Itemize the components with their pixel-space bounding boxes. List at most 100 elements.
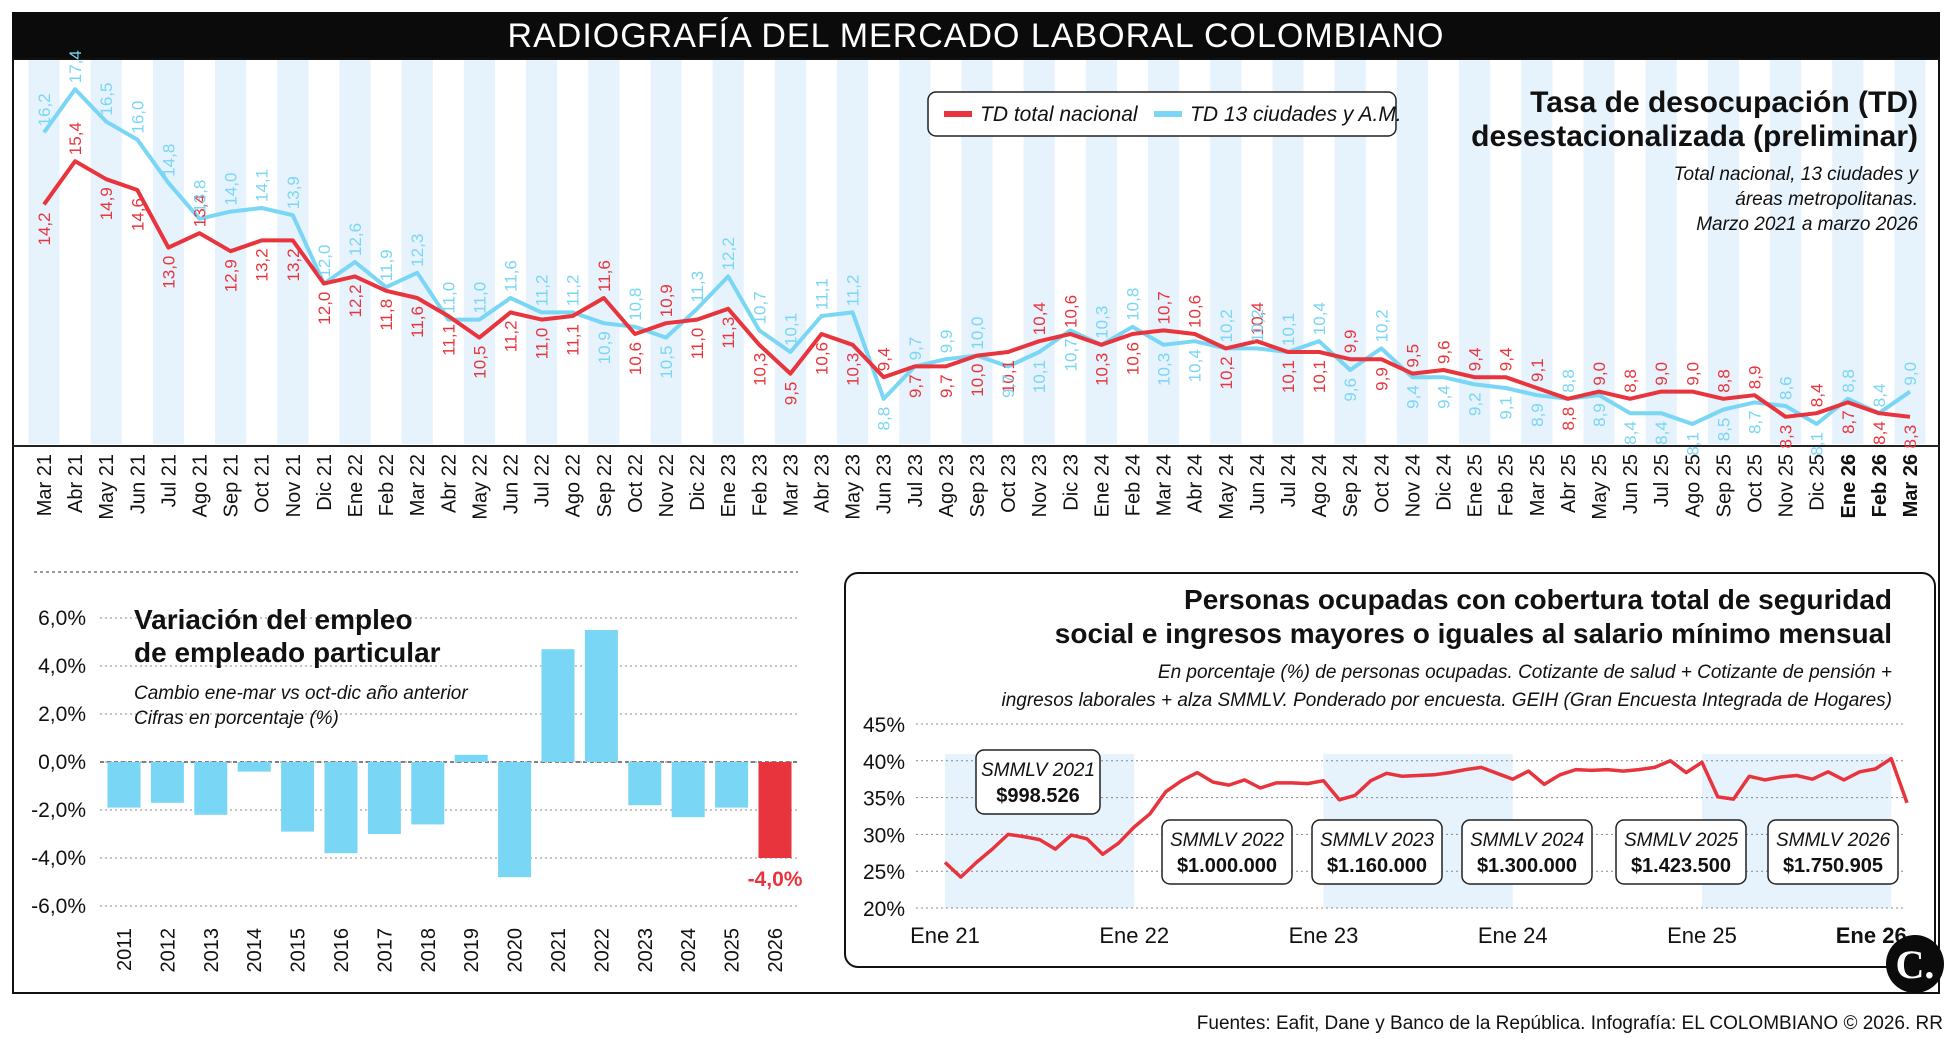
bar: [150, 762, 184, 803]
x-tick-label: Abr 21: [65, 454, 87, 513]
data-label: 8,4: [1652, 421, 1671, 445]
data-label: 9,4: [875, 348, 894, 372]
data-label: 10,0: [968, 317, 987, 350]
data-label: 13,0: [159, 256, 178, 289]
data-label: 11,1: [564, 324, 583, 356]
data-label: 13,9: [284, 176, 303, 209]
x-tick-label: Dic 21: [314, 454, 336, 511]
legend: TD total nacional TD 13 ciudades y A.M.: [927, 91, 1402, 137]
x-tick-label: Oct 22: [625, 454, 647, 513]
data-label: 10,2: [1248, 309, 1267, 342]
data-label: 8,1: [1683, 432, 1702, 456]
x-tick-label: 2018: [418, 928, 440, 973]
x-tick-label: Abr 22: [438, 454, 460, 513]
data-label: 16,0: [128, 101, 147, 134]
data-label: 8,8: [875, 407, 894, 431]
data-label: 14,1: [253, 169, 272, 202]
data-label: 8,8: [1621, 369, 1640, 393]
data-label: 8,8: [1559, 369, 1578, 393]
data-label: 10,7: [750, 291, 769, 324]
smmlv-annotation-box: [975, 749, 1101, 815]
x-tick-label: Sep 22: [594, 454, 616, 517]
smmlv-annotation-value: $1.423.500: [1631, 855, 1731, 877]
data-label: 11,0: [688, 328, 707, 360]
data-label: 12,2: [719, 237, 738, 270]
infographic-frame: [12, 58, 1940, 994]
x-tick-label: Jun 24: [1247, 454, 1269, 514]
x-tick-label: 2017: [374, 928, 396, 973]
data-label: 9,0: [1652, 362, 1671, 386]
x-tick-label: Mar 26: [1900, 454, 1922, 517]
legend-label: TD 13 ciudades y A.M.: [1190, 103, 1402, 126]
bar: [628, 762, 662, 806]
x-tick-label: 2014: [244, 928, 266, 973]
x-tick-label: Abr 23: [812, 454, 834, 513]
data-label: 16,5: [97, 83, 116, 116]
data-label: 8,3: [1777, 425, 1796, 449]
data-label: 12,0: [315, 245, 334, 278]
data-label: 10,3: [844, 353, 863, 386]
bar: [498, 762, 532, 878]
data-label: 8,6: [1777, 376, 1796, 400]
data-label: 14,2: [35, 212, 54, 245]
x-tick-label: Mar 24: [1154, 454, 1176, 516]
x-tick-label: Oct 21: [252, 454, 274, 513]
data-label: 8,4: [1870, 384, 1889, 408]
coverage-line: [943, 756, 1909, 879]
bar: [454, 754, 488, 762]
x-tick-label: Ago 25: [1682, 454, 1704, 517]
bar: [671, 762, 705, 818]
smmlv-annotation-label: SMMLV 2024: [1470, 830, 1584, 851]
data-label: 14,8: [159, 144, 178, 177]
x-tick-label: Dic 22: [687, 454, 709, 511]
smmlv-annotation-value: $1.750.905: [1783, 855, 1883, 877]
data-label: 10,3: [1092, 353, 1111, 386]
x-tick-label: Jun 23: [874, 454, 896, 514]
chart-subtitle: Cambio ene-mar vs oct-dic año anterior: [134, 683, 468, 704]
x-tick-label: Oct 25: [1745, 454, 1767, 513]
data-label: 10,9: [595, 331, 614, 364]
y-tick-label: 2,0%: [38, 703, 86, 726]
data-label: 9,7: [999, 374, 1018, 398]
x-tick-label: May 24: [1216, 454, 1238, 520]
logo-text: C.: [1895, 941, 1935, 987]
column-band: [526, 60, 558, 444]
data-label: 9,7: [906, 337, 925, 361]
y-tick-label: 20%: [863, 898, 905, 921]
x-tick-label: Jul 21: [158, 454, 180, 507]
x-tick-label: May 25: [1589, 454, 1611, 520]
data-label: 9,7: [906, 374, 925, 398]
y-tick-label: 30%: [863, 824, 905, 847]
data-label: 12,2: [346, 284, 365, 317]
x-tick-label: Oct 23: [998, 454, 1020, 513]
data-label: 8,9: [1746, 366, 1765, 390]
data-label: 13,2: [284, 248, 303, 281]
data-label: 9,0: [1683, 362, 1702, 386]
x-tick-label: Ago 22: [563, 454, 585, 517]
data-label: 8,3: [1901, 425, 1920, 449]
smmlv-annotation-box: [1767, 819, 1899, 885]
page-title-text: RADIOGRAFÍA DEL MERCADO LABORAL COLOMBIA…: [507, 16, 1445, 55]
x-tick-label: Ene 26: [1838, 454, 1860, 518]
chart-subtitle: Cifras en porcentaje (%): [134, 708, 339, 729]
y-tick-label: 40%: [863, 751, 905, 774]
x-tick-label: Nov 23: [1029, 454, 1051, 517]
x-tick-label: Ene 24: [1478, 923, 1548, 948]
legend-label: TD total nacional: [980, 103, 1139, 126]
x-tick-label: Nov 24: [1402, 454, 1424, 517]
unemployment-panel: 14,2 15,4 14,9 14,6 13,0 13,4 12,9 13,2 13,2 12,0…: [12, 50, 1940, 520]
data-label: 11,6: [408, 306, 427, 338]
data-label: 10,5: [657, 346, 676, 379]
data-label: 11,1: [813, 278, 832, 310]
x-tick-label: Mar 25: [1527, 454, 1549, 516]
data-label: 11,8: [377, 299, 396, 331]
column-band: [650, 60, 682, 444]
data-label: 10,7: [1061, 338, 1080, 371]
y-tick-label: 0,0%: [38, 751, 86, 774]
smmlv-annotation-value: $1.300.000: [1477, 855, 1577, 877]
smmlv-annotation-box: [1311, 819, 1443, 885]
data-label: 10,1: [1279, 360, 1298, 393]
data-label: 9,0: [1590, 362, 1609, 386]
smmlv-annotation-label: SMMLV 2026: [1776, 830, 1890, 851]
